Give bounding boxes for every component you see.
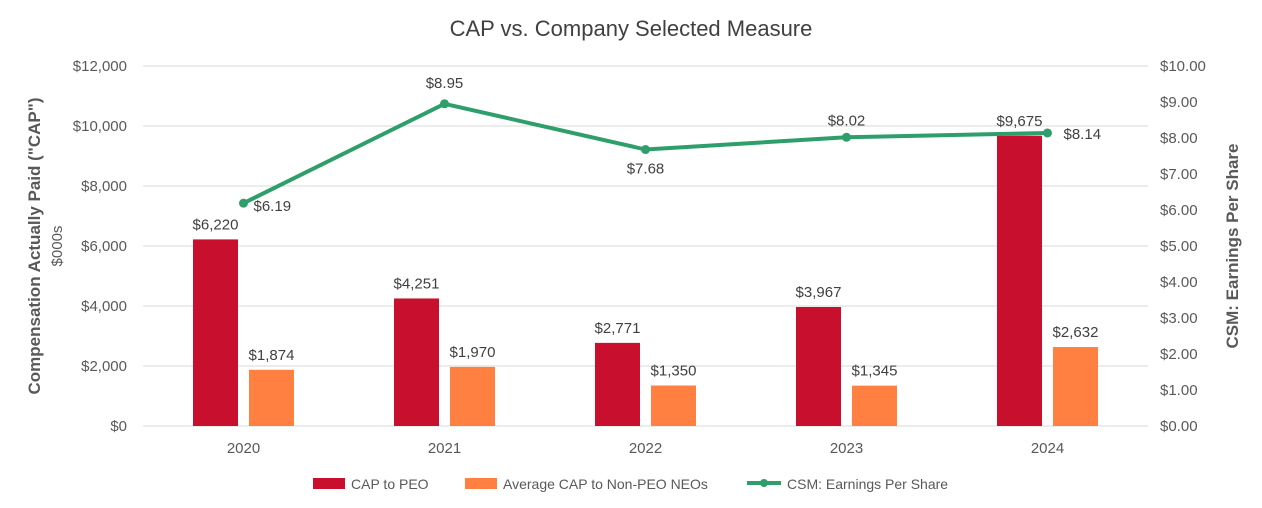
bar-avg-cap-non-peo	[651, 385, 696, 426]
legend-label: CAP to PEO	[351, 476, 429, 492]
y2-tick-label: $2.00	[1160, 346, 1198, 363]
y2-tick-label: $6.00	[1160, 202, 1198, 219]
eps-point	[239, 198, 248, 208]
y-tick-label: $6,000	[81, 238, 127, 255]
data-label: $8.02	[828, 112, 866, 129]
data-label: $8.14	[1064, 126, 1102, 143]
bar-avg-cap-non-peo	[249, 369, 294, 426]
bar-cap-peo	[997, 135, 1042, 426]
y2-tick-label: $4.00	[1160, 274, 1198, 291]
bar-avg-cap-non-peo	[450, 366, 495, 426]
legend: CAP to PEO Average CAP to Non-PEO NEOs CSM…	[313, 476, 948, 492]
data-label: $1,874	[249, 347, 295, 364]
data-label: $3,967	[796, 284, 842, 301]
y2-axis-label: CSM: Earnings Per Share	[1223, 143, 1242, 348]
legend-label: Average CAP to Non-PEO NEOs	[503, 476, 708, 492]
bar-avg-cap-non-peo	[1053, 347, 1098, 426]
y-tick-label: $2,000	[81, 358, 127, 375]
x-tick-label: 2021	[428, 440, 461, 457]
data-label: $1,350	[651, 363, 697, 380]
data-label: $1,345	[852, 363, 898, 380]
eps-point	[842, 132, 851, 142]
x-tick-label: 2022	[629, 440, 662, 457]
data-label: $2,771	[595, 320, 641, 337]
y-tick-label: $8,000	[81, 178, 127, 195]
y-axis-label: Compensation Actually Paid ("CAP")	[25, 98, 44, 395]
bar-cap-peo	[796, 306, 841, 426]
y2-tick-label: $5.00	[1160, 238, 1198, 255]
eps-point	[1043, 128, 1052, 138]
eps-point	[641, 145, 650, 155]
legend-label: CSM: Earnings Per Share	[787, 476, 948, 492]
y2-tick-label: $8.00	[1160, 130, 1198, 147]
eps-point	[440, 99, 449, 109]
data-label: $7.68	[627, 161, 665, 178]
data-label: $9,675	[997, 113, 1043, 130]
data-label: $6.19	[254, 198, 292, 215]
y2-tick-label: $10.00	[1160, 58, 1206, 75]
y2-tick-label: $7.00	[1160, 166, 1198, 183]
x-tick-label: 2020	[227, 440, 260, 457]
y-tick-label: $0	[110, 418, 127, 435]
y-axis-sublabel: $000s	[49, 226, 66, 267]
bar-cap-peo	[193, 239, 238, 426]
x-tick-label: 2024	[1031, 440, 1064, 457]
legend-swatch	[313, 478, 345, 489]
y-tick-label: $12,000	[73, 58, 127, 75]
bar-cap-peo	[595, 342, 640, 426]
y-tick-label: $10,000	[73, 118, 127, 135]
data-label: $2,632	[1053, 324, 1099, 341]
bar-avg-cap-non-peo	[852, 385, 897, 426]
chart-title: CAP vs. Company Selected Measure	[450, 16, 813, 41]
data-label: $4,251	[394, 275, 440, 292]
bar-cap-peo	[394, 298, 439, 426]
legend-swatch	[465, 478, 497, 489]
y2-tick-label: $0.00	[1160, 418, 1198, 435]
y2-tick-label: $1.00	[1160, 382, 1198, 399]
data-label: $6,220	[193, 216, 239, 233]
data-label: $8.95	[426, 75, 464, 92]
y2-tick-label: $3.00	[1160, 310, 1198, 327]
legend-marker	[760, 479, 768, 487]
data-label: $1,970	[450, 344, 496, 361]
x-tick-label: 2023	[830, 440, 863, 457]
y2-tick-label: $9.00	[1160, 94, 1198, 111]
y-tick-label: $4,000	[81, 298, 127, 315]
